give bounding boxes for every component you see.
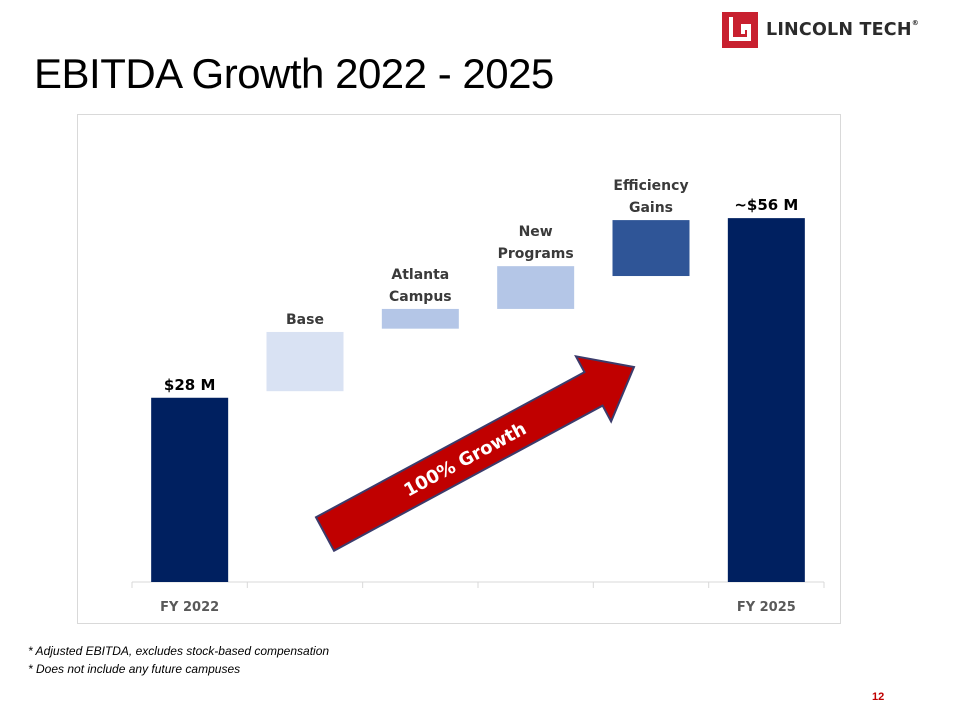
bar-label-4-line-0: Efficiency [613, 178, 688, 194]
growth-annotation-label: 100% Growth [400, 418, 530, 501]
slide-title: EBITDA Growth 2022 - 2025 [34, 50, 554, 97]
lincoln-tech-logo: LINCOLN TECH® [722, 12, 919, 48]
bar-label-5-line-0: ~$56 M [734, 196, 798, 214]
bar-label-3-line-1: Programs [498, 246, 574, 262]
bar-0 [151, 397, 229, 582]
bar-3 [497, 266, 575, 309]
bar-2 [381, 308, 459, 329]
bar-label-1-line-0: Base [286, 312, 324, 328]
brand-name: LINCOLN TECH® [766, 19, 919, 40]
footnotes: * Adjusted EBITDA, excludes stock-based … [28, 642, 329, 678]
bar-1 [266, 331, 344, 392]
bar-label-2-line-0: Atlanta [391, 267, 449, 283]
page-number: 12 [872, 691, 885, 703]
bar-label-2-line-1: Campus [389, 289, 452, 305]
growth-arrow-shape [314, 354, 636, 553]
x-tick-label-5: FY 2025 [737, 600, 796, 615]
lincoln-tech-logo-mark-icon [722, 12, 758, 48]
bar-label-0-line-0: $28 M [164, 376, 215, 394]
footnote-2: * Does not include any future campuses [28, 662, 241, 676]
footnote-1: * Adjusted EBITDA, excludes stock-based … [28, 644, 330, 658]
bar-label-4-line-1: Gains [629, 200, 673, 216]
bar-label-3-line-0: New [519, 224, 553, 240]
chart-frame: $28 M FY 2022 Base Atlanta Campus New Programs… [77, 114, 841, 624]
bar-5 [727, 218, 805, 582]
ebitda-waterfall-chart: $28 M FY 2022 Base Atlanta Campus New Programs… [131, 178, 825, 615]
x-tick-label-0: FY 2022 [160, 600, 219, 615]
bar-4 [612, 220, 690, 277]
growth-arrow: 100% Growth [314, 354, 636, 553]
